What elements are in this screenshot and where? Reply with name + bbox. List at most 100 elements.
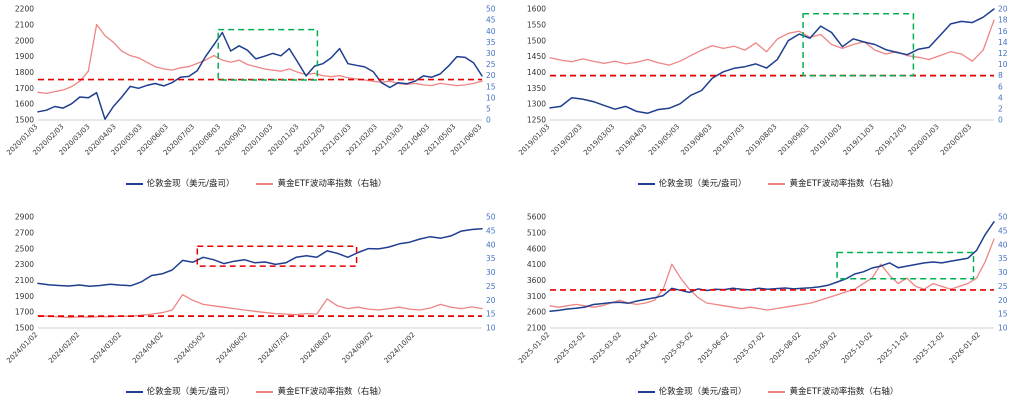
svg-text:1700: 1700 [15,84,34,93]
svg-text:50: 50 [486,213,496,222]
gold-line-marker-icon [637,391,655,394]
svg-text:16: 16 [998,27,1008,36]
legend-item-gold: 伦敦金现（美元/盎司） [637,387,747,397]
svg-text:2019/02/03: 2019/02/03 [550,123,584,157]
svg-text:2300: 2300 [15,260,34,269]
svg-text:12: 12 [998,49,1008,58]
svg-text:2025-12-02: 2025-12-02 [912,331,946,365]
svg-text:40: 40 [486,27,496,36]
gold-line-marker-icon [125,391,143,394]
svg-text:1500: 1500 [15,116,34,125]
svg-text:2025-06-02: 2025-06-02 [696,331,730,365]
svg-text:25: 25 [486,282,496,291]
chart-1-gold-2020-canvas: 1500 1600 1700 1800 1900 2000 2100 2200 0 5 10 15 20… [5,5,496,157]
svg-text:10: 10 [486,324,496,333]
vix-line-marker-icon [256,391,274,394]
svg-text:2100: 2100 [15,20,34,29]
svg-text:35: 35 [486,38,496,47]
svg-text:50: 50 [998,213,1008,222]
svg-text:40: 40 [998,240,1008,249]
legend-item-gold: 伦敦金现（美元/盎司） [125,180,234,189]
svg-text:2700: 2700 [15,228,34,237]
svg-text:2020/02/03: 2020/02/03 [939,123,973,157]
legend-item-gold: 伦敦金现（美元/盎司） [125,387,235,397]
gold-line-marker-icon [125,183,143,186]
svg-text:2019/01/03: 2019/01/03 [517,123,551,157]
chart-panel-1: 1500 1600 1700 1800 1900 2000 2100 2200 0 5 10 15 20… [0,0,512,208]
svg-text:5: 5 [486,105,491,114]
svg-text:25: 25 [998,282,1008,291]
svg-text:2019/09/03: 2019/09/03 [777,123,811,157]
svg-text:2500: 2500 [15,244,34,253]
legend-label-gold: 伦敦金现（美元/盎司） [146,387,235,397]
svg-text:30: 30 [998,268,1008,277]
svg-text:2025-05-02: 2025-05-02 [661,331,695,365]
svg-text:2025-01-02: 2025-01-02 [517,331,551,365]
svg-text:1300: 1300 [527,100,546,109]
svg-text:1550: 1550 [527,20,546,29]
svg-text:30: 30 [486,49,496,58]
vix-line-marker-icon [768,391,786,394]
legend-label-vix: 黄金ETF波动率指数（右轴） [789,387,899,397]
svg-text:4100: 4100 [527,260,546,269]
svg-text:4: 4 [998,93,1003,102]
svg-text:2900: 2900 [15,213,34,222]
chart-4-gold-2025-canvas: 2100260031003600410046005100560010152025… [517,213,1008,366]
svg-text:2600: 2600 [527,308,546,317]
chart-1-legend: 伦敦金现（美元/盎司） 黄金ETF波动率指数（右轴） [125,180,386,189]
legend-label-gold: 伦敦金现（美元/盎司） [658,179,747,189]
svg-text:2024/03/02: 2024/03/02 [89,331,123,365]
svg-text:2019/08/03: 2019/08/03 [744,123,778,157]
legend-item-vix: 黄金ETF波动率指数（右轴） [768,388,898,397]
svg-text:1700: 1700 [15,308,34,317]
svg-text:20: 20 [998,5,1008,14]
svg-text:2019/11/03: 2019/11/03 [842,123,876,157]
svg-text:50: 50 [486,5,496,14]
svg-text:2019/05/03: 2019/05/03 [647,123,681,157]
svg-text:15: 15 [486,310,496,319]
svg-text:2019/07/03: 2019/07/03 [712,123,746,157]
svg-text:2026-01-02: 2026-01-02 [948,331,982,365]
vix-line-marker-icon [768,183,786,186]
svg-text:1600: 1600 [15,100,34,109]
svg-text:1450: 1450 [527,52,546,61]
svg-text:2024/06/02: 2024/06/02 [215,331,249,365]
chart-panel-2: 1250 1300 1350 1400 1450 1500 1550 1600 0 2 4 6 8 10 1… [512,0,1024,208]
svg-text:1900: 1900 [15,52,34,61]
svg-text:40: 40 [486,240,496,249]
svg-text:2024/05/02: 2024/05/02 [173,331,207,365]
svg-text:45: 45 [486,16,496,25]
svg-text:5600: 5600 [527,213,546,222]
svg-text:2024/07/02: 2024/07/02 [257,331,291,365]
svg-text:0: 0 [486,116,491,125]
svg-text:6: 6 [998,82,1003,91]
svg-text:1400: 1400 [527,68,546,77]
svg-text:18: 18 [998,16,1008,25]
svg-text:2019/03/03: 2019/03/03 [582,123,616,157]
svg-text:3600: 3600 [527,276,546,285]
chart-2-legend: 伦敦金现（美元/盎司） 黄金ETF波动率指数（右轴） [637,179,898,189]
svg-text:8: 8 [998,71,1003,80]
svg-text:2025-03-02: 2025-03-02 [589,331,623,365]
legend-item-vix: 黄金ETF波动率指数（右轴） [768,180,898,189]
svg-text:1900: 1900 [15,292,34,301]
svg-text:3100: 3100 [527,292,546,301]
svg-text:2024/02/02: 2024/02/02 [47,331,81,365]
svg-text:2020/01/03: 2020/01/03 [907,123,941,157]
svg-text:2025-10-02: 2025-10-02 [840,331,874,365]
svg-text:4600: 4600 [527,244,546,253]
svg-text:2024/04/02: 2024/04/02 [131,331,165,365]
svg-text:45: 45 [486,226,496,235]
svg-text:2000: 2000 [15,36,34,45]
svg-text:1350: 1350 [527,84,546,93]
legend-label-gold: 伦敦金现（美元/盎司） [658,387,747,397]
svg-text:2024/01/02: 2024/01/02 [5,331,39,365]
svg-text:1800: 1800 [15,68,34,77]
legend-item-gold: 伦敦金现（美元/盎司） [637,179,747,189]
svg-text:1500: 1500 [527,36,546,45]
svg-text:10: 10 [998,60,1008,69]
svg-text:35: 35 [998,254,1008,263]
svg-text:2025-08-02: 2025-08-02 [768,331,802,365]
chart-panel-4: 2100 2600 3100 3600 4100 4600 5100 5600 10 15 20 25… [512,208,1024,417]
